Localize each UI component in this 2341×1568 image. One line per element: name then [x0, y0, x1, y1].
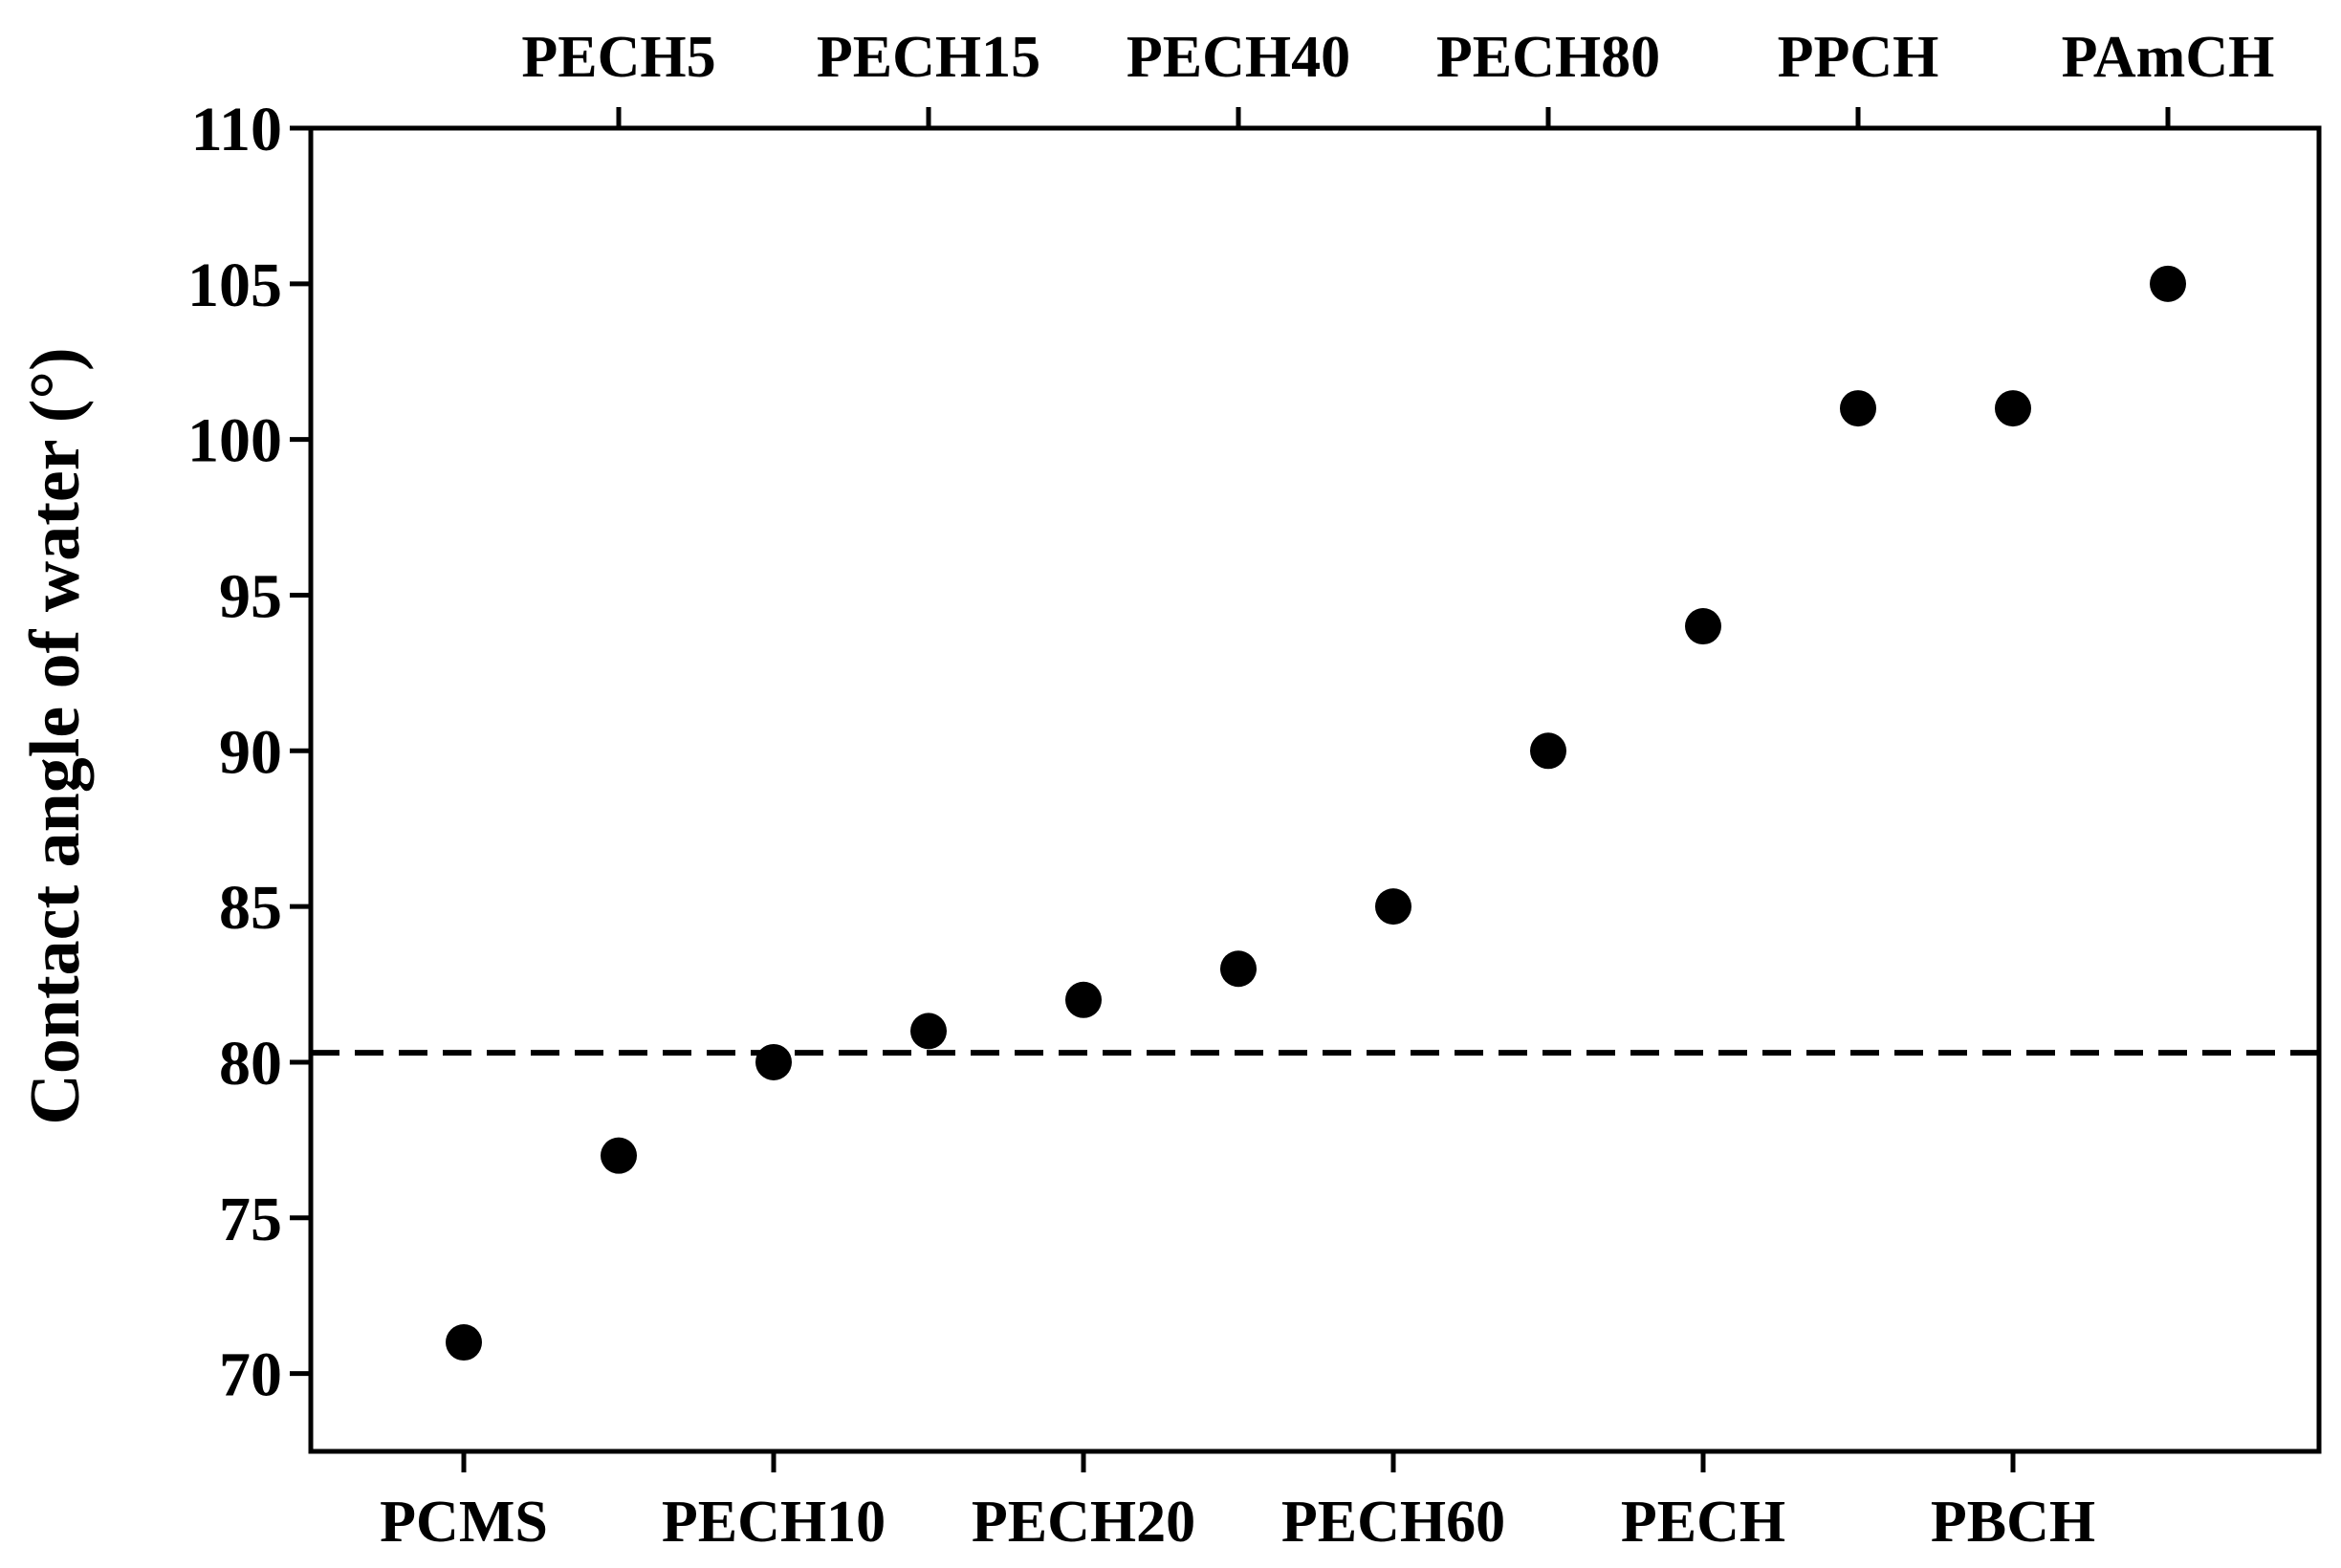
data-point [446, 1324, 482, 1361]
y-tick-label: 85 [219, 873, 282, 943]
y-tick-label: 75 [219, 1185, 282, 1254]
x-bottom-tick-label: PECH [1621, 1490, 1785, 1555]
x-top-tick-label: PAmCH [2062, 25, 2275, 90]
y-tick-label: 70 [219, 1340, 282, 1410]
x-bottom-tick-label: PECH10 [662, 1490, 886, 1555]
y-tick-label: 95 [219, 561, 282, 631]
x-bottom-tick-label: PBCH [1931, 1490, 2095, 1555]
y-tick-label: 100 [187, 406, 282, 476]
x-top-tick-label: PECH5 [521, 25, 715, 90]
x-bottom-tick-label: PCMS [380, 1490, 548, 1555]
x-top-tick-label: PECH40 [1127, 25, 1350, 90]
data-point [1530, 732, 1566, 770]
data-point [2150, 265, 2186, 302]
plot-frame [308, 125, 2322, 1454]
data-point [1685, 608, 1721, 645]
data-point [1995, 390, 2031, 427]
data-point [1840, 390, 1876, 427]
y-tick-label: 105 [187, 250, 282, 320]
data-point [755, 1043, 792, 1080]
y-tick-label: 80 [219, 1029, 282, 1099]
data-point [1065, 981, 1102, 1018]
y-tick-label: 90 [219, 717, 282, 787]
data-point [1375, 888, 1411, 926]
y-tick-label: 110 [191, 95, 282, 164]
x-top-tick-label: PPCH [1778, 25, 1939, 90]
x-bottom-tick-label: PECH60 [1281, 1490, 1505, 1555]
data-point [910, 1013, 947, 1050]
data-point [601, 1137, 637, 1174]
x-top-tick-label: PECH80 [1436, 25, 1660, 90]
y-axis-title: Contact angle of water (°) [16, 347, 95, 1124]
x-bottom-tick-label: PECH20 [972, 1490, 1195, 1555]
x-top-tick-label: PECH15 [817, 25, 1040, 90]
data-point [1220, 950, 1257, 988]
